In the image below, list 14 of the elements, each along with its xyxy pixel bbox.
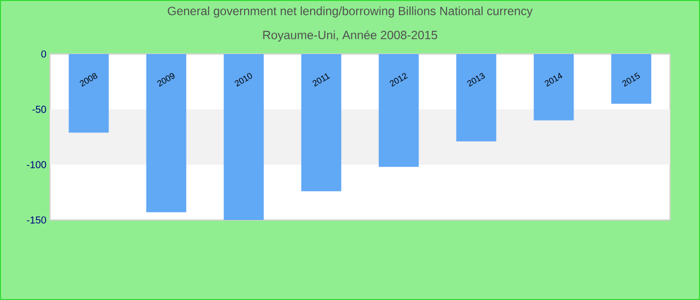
y-tick-label: -100 bbox=[26, 161, 46, 168]
chart-title: General government net lending/borrowing Billions National currency bbox=[168, 6, 533, 18]
x-tick-label: 2008 bbox=[80, 73, 98, 87]
chart-subtitle: Royaume-Uni, Année 2008-2015 bbox=[263, 30, 438, 42]
x-tick-label: 2009 bbox=[157, 73, 174, 87]
x-tick-label: 2012 bbox=[390, 73, 408, 87]
x-tick-label: 2014 bbox=[544, 72, 562, 87]
y-tick-label: -150 bbox=[26, 216, 46, 224]
x-tick-label: 2013 bbox=[467, 73, 485, 87]
x-tick-label: 2015 bbox=[622, 72, 640, 87]
x-tick-label: 2010 bbox=[234, 73, 252, 87]
x-tick-label: 2011 bbox=[312, 73, 330, 86]
y-tick-label: 0 bbox=[41, 50, 46, 58]
y-tick-label: -50 bbox=[32, 106, 46, 113]
